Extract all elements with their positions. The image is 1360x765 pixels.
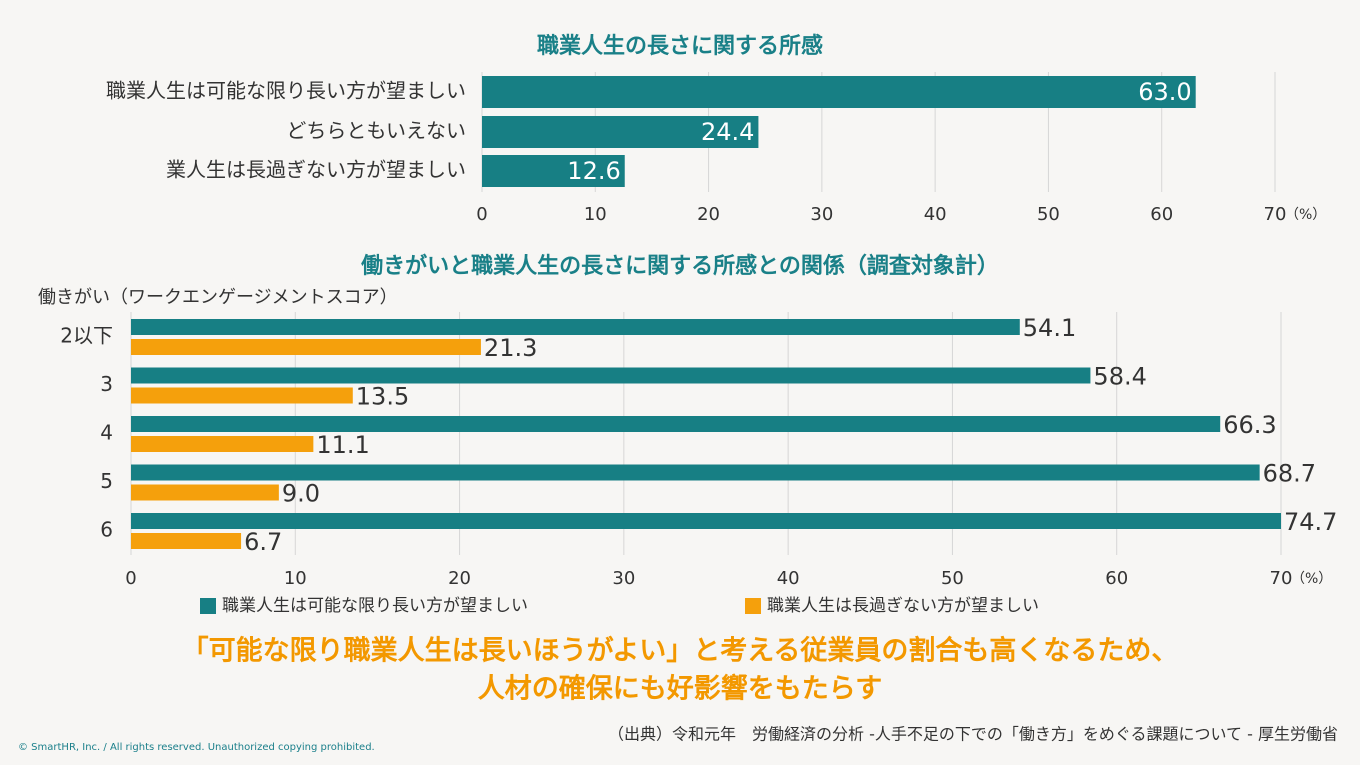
y-axis-label: 働きがい（ワークエンゲージメントスコア） (38, 287, 398, 308)
legend-label: 職業人生は長過ぎない方が望ましい (767, 596, 1039, 616)
bar (482, 116, 759, 148)
data-label: 68.7 (1263, 460, 1316, 488)
data-label: 21.3 (484, 334, 537, 362)
bar (131, 484, 279, 501)
bar (131, 319, 1020, 335)
x-unit: （%） (1285, 207, 1326, 223)
x-tick-label: 10 (284, 568, 307, 589)
x-tick-label: 60 (1105, 568, 1128, 589)
y-tick-label: 業人生は長過ぎない方が望ましい (166, 158, 466, 182)
data-label: 58.4 (1093, 363, 1146, 391)
data-label: 24.4 (701, 118, 754, 146)
x-tick-label: 70 (1264, 204, 1287, 225)
x-unit: （%） (1291, 571, 1332, 587)
chart-title: 働きがいと職業人生の長さに関する所感との関係（調査対象計） (360, 253, 999, 279)
source: （出典）令和元年 労働経済の分析 -人手不足の下での「働き方」をめぐる課題につい… (608, 725, 1338, 744)
data-label: 13.5 (356, 383, 409, 411)
data-label: 6.7 (244, 528, 282, 556)
x-tick-label: 0 (125, 568, 136, 589)
data-label: 11.1 (316, 431, 369, 459)
plot (482, 76, 1196, 187)
x-tick-label: 50 (1037, 204, 1060, 225)
bar (482, 76, 1196, 108)
y-tick-label: どちらともいえない (286, 119, 466, 143)
copyright: © SmartHR, Inc. / All rights reserved. U… (18, 742, 375, 753)
bar (131, 387, 353, 404)
x-tick-label: 10 (584, 204, 607, 225)
y-tick-label: 3 (100, 372, 113, 396)
y-tick-label: 4 (100, 421, 113, 445)
y-tick-label: 職業人生は可能な限り長い方が望ましい (106, 79, 466, 103)
legend-swatch (200, 598, 216, 614)
chart-title: 職業人生の長さに関する所感 (537, 33, 823, 59)
x-tick-label: 70 (1270, 568, 1293, 589)
data-label: 12.6 (567, 157, 620, 185)
bar (131, 513, 1281, 529)
bar (482, 155, 625, 187)
y-tick-label: 5 (100, 469, 113, 493)
bar (131, 464, 1260, 481)
data-label: 63.0 (1138, 78, 1191, 106)
x-tick-label: 20 (448, 568, 471, 589)
x-tick-label: 30 (810, 204, 833, 225)
data-label: 66.3 (1223, 411, 1276, 439)
x-tick-label: 0 (476, 204, 487, 225)
data-label: 9.0 (282, 480, 320, 508)
headline: 「可能な限り職業人生は長いほうがよい」と考える従業員の割合も高くなるため、 (182, 635, 1179, 667)
legend-label: 職業人生は可能な限り長い方が望ましい (222, 596, 528, 616)
x-tick-label: 40 (777, 568, 800, 589)
bar (131, 533, 242, 549)
bar (131, 367, 1091, 384)
x-tick-label: 50 (941, 568, 964, 589)
bar (131, 416, 1221, 432)
legend-swatch (745, 598, 761, 614)
y-tick-label: 6 (100, 518, 113, 542)
data-label: 74.7 (1284, 508, 1337, 536)
bar (131, 436, 314, 452)
x-tick-label: 60 (1150, 204, 1173, 225)
y-tick-label: 2以下 (60, 324, 113, 348)
data-label: 54.1 (1023, 314, 1076, 342)
plot (131, 319, 1281, 549)
bar (131, 339, 481, 355)
headline: 人材の確保にも好影響をもたらす (478, 673, 882, 705)
x-tick-label: 30 (612, 568, 635, 589)
x-tick-label: 40 (924, 204, 947, 225)
x-tick-label: 20 (697, 204, 720, 225)
